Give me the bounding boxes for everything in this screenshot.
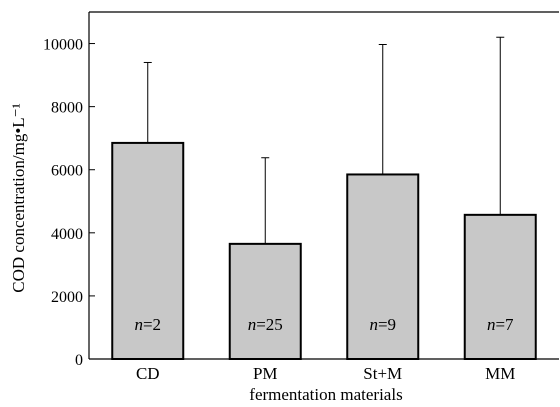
x-tick-label: MM xyxy=(485,364,515,383)
bar xyxy=(228,242,302,360)
bar-annotation: n=7 xyxy=(487,315,514,334)
y-tick-label: 6000 xyxy=(51,163,83,180)
x-tick-label: CD xyxy=(136,364,160,383)
y-tick-label: 10000 xyxy=(43,37,83,54)
bar-annotation: n=2 xyxy=(134,315,161,334)
y-tick-label: 2000 xyxy=(51,289,83,306)
y-axis-title: COD concentration/mg•L⁻¹ xyxy=(9,103,28,293)
bar-annotation: n=25 xyxy=(248,315,283,334)
bar xyxy=(111,141,185,360)
bar xyxy=(463,213,537,360)
y-tick-label: 0 xyxy=(75,352,83,369)
y-tick-label: 4000 xyxy=(51,226,83,243)
bar xyxy=(346,173,420,360)
x-tick-label: PM xyxy=(253,364,278,383)
plot-area: 0 2000 4000 6000 8000 10000 n=2 CD n=25 PM n=9 St+M… xyxy=(43,11,559,383)
bar-annotation: n=9 xyxy=(369,315,396,334)
y-tick-label: 8000 xyxy=(51,100,83,117)
x-axis-title: fermentation materials xyxy=(249,385,402,404)
x-tick-label: St+M xyxy=(363,364,402,383)
